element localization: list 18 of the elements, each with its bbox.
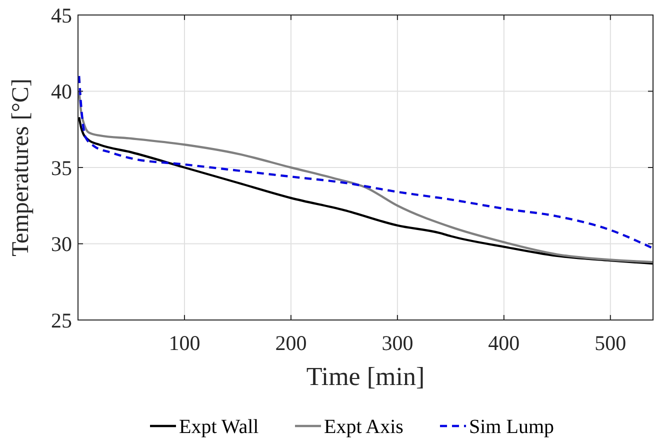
legend-label: Sim Lump xyxy=(469,416,554,438)
y-tick-label: 40 xyxy=(51,80,72,104)
line-series xyxy=(78,116,653,265)
x-axis-title: Time [min] xyxy=(306,362,425,391)
legend-label: Expt Axis xyxy=(324,416,404,438)
y-tick-label: 25 xyxy=(51,308,72,332)
y-tick-label: 30 xyxy=(51,232,72,256)
y-axis-title: Temperatures [°C] xyxy=(8,78,34,256)
y-tick-label: 45 xyxy=(51,3,72,28)
y-tick-label: 35 xyxy=(51,156,72,180)
line-series xyxy=(78,90,653,264)
x-tick-label: 100 xyxy=(168,331,200,355)
legend-label: Expt Wall xyxy=(179,416,260,438)
x-tick-label: 400 xyxy=(488,331,520,355)
x-tick-label: 300 xyxy=(382,331,414,355)
line-series xyxy=(78,74,653,250)
x-tick-label: 500 xyxy=(594,331,626,355)
x-tick-label: 200 xyxy=(275,331,307,355)
